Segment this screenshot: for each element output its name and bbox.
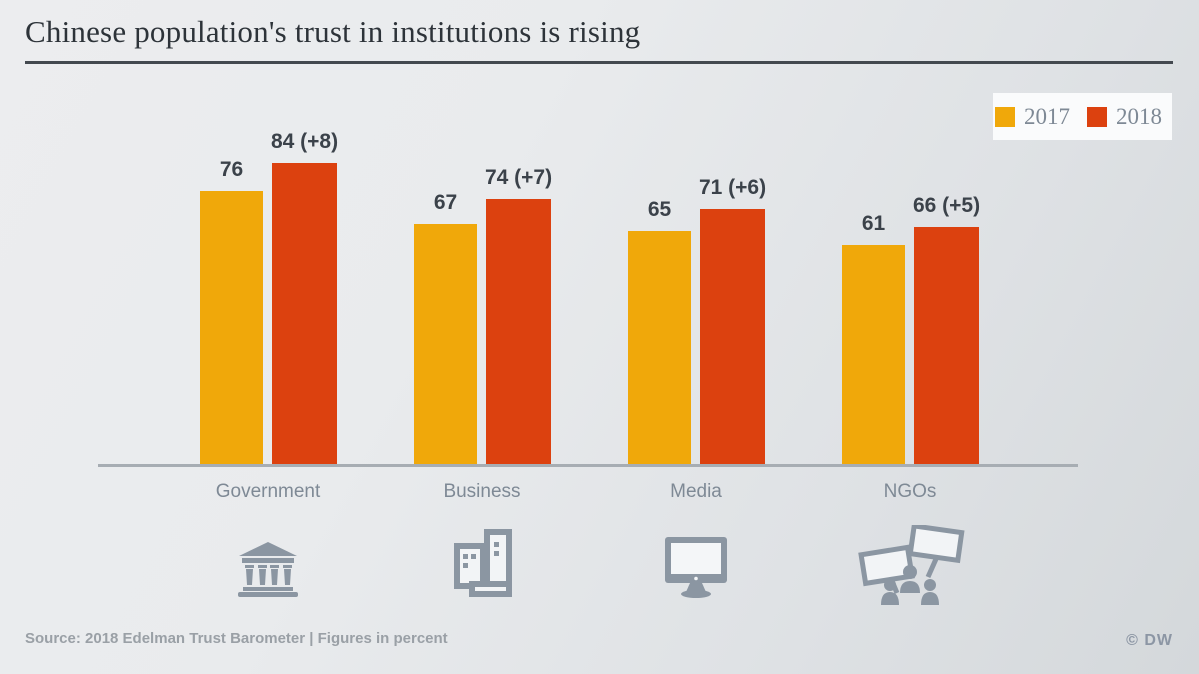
category-label-ngos: NGOs [883,481,937,502]
page-title: Chinese population's trust in institutio… [25,14,1173,64]
legend-swatch-2017 [995,106,1015,127]
bar-value-label-2017-ngos: 61 [861,212,886,235]
bar-2018-media [700,209,765,465]
government-building-icon [236,541,300,597]
bar-value-label-2018-ngos: 66 (+5) [912,194,981,217]
legend-label-2018: 2018 [1116,103,1162,129]
bar-value-label-2017-media: 65 [647,198,672,221]
bar-2018-government [272,163,337,465]
bar-2018-business [486,199,551,465]
x-axis-line [98,464,1078,467]
legend-label-2017: 2017 [1024,103,1070,129]
bar-value-label-2018-media: 71 (+6) [698,176,767,199]
category-label-business: Business [443,481,521,502]
bar-2017-media [628,231,691,465]
bar-value-label-2018-government: 84 (+8) [270,130,339,153]
office-buildings-icon [450,528,514,602]
dw-credit: © DW [1126,632,1173,649]
source-note: Source: 2018 Edelman Trust Barometer | F… [25,630,448,647]
legend-swatch-2018 [1087,106,1107,127]
bar-2017-ngos [842,245,905,465]
bar-value-label-2018-business: 74 (+7) [484,166,553,189]
protest-signs-icon [854,525,966,607]
bar-2017-business [414,224,477,465]
plot-area: 76 84 (+8) 67 74 (+7) 65 71 (+6) 61 66 (+5) Gov… [98,105,1078,502]
header: Chinese population's trust in institutio… [25,14,1173,64]
tv-monitor-icon [662,534,730,600]
category-label-government: Government [215,481,321,502]
bar-value-label-2017-business: 67 [433,191,458,214]
bar-value-label-2017-government: 76 [219,158,244,181]
category-label-media: Media [670,481,722,502]
legend: 2017 2018 [993,93,1172,140]
bar-2018-ngos [914,227,979,465]
bar-2017-government [200,191,263,465]
